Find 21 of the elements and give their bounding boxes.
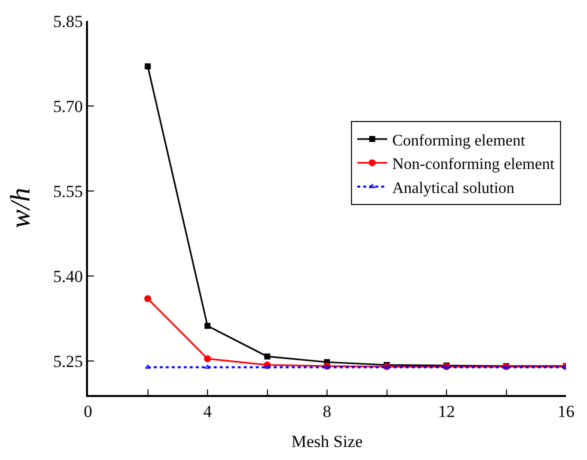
legend-label: Conforming element xyxy=(392,132,526,150)
y-tick-label: 5.55 xyxy=(53,182,83,201)
y-tick-label: 5.70 xyxy=(53,96,83,116)
x-tick-label: 4 xyxy=(203,402,212,422)
point xyxy=(204,355,211,362)
y-tick-label: 5.40 xyxy=(53,266,83,286)
point xyxy=(204,322,210,329)
legend-label: Non-conforming element xyxy=(392,156,555,174)
y-tick-label: 5.85 xyxy=(53,12,83,31)
x-tick-label: 16 xyxy=(558,402,574,422)
point xyxy=(144,63,151,70)
y-tick-label: 5.25 xyxy=(53,352,83,371)
point xyxy=(144,295,152,302)
x-tick-label: 0 xyxy=(84,402,92,422)
legend-label: Analytical solution xyxy=(392,180,514,197)
y-axis-title: w/h xyxy=(5,188,36,228)
x-tick-label: 12 xyxy=(438,402,455,422)
point xyxy=(204,364,210,369)
x-tick-label: 8 xyxy=(322,402,332,422)
x-axis-title: Mesh Size xyxy=(291,432,363,452)
point xyxy=(264,353,270,360)
